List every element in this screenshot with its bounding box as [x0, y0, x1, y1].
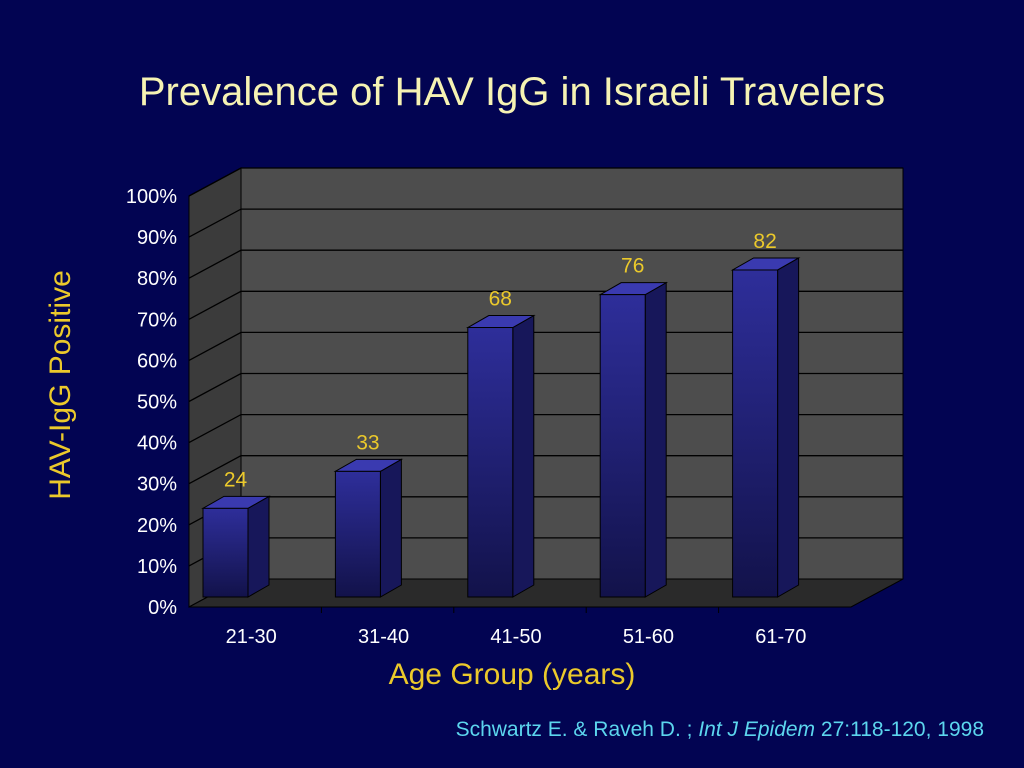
bar-side: [777, 257, 800, 598]
y-tick-label: 10%: [137, 556, 177, 578]
gridline: [188, 167, 903, 197]
y-tick-label: 0%: [148, 597, 177, 619]
x-tick-label: 61-70: [755, 626, 806, 648]
y-tick-label: 100%: [126, 186, 177, 208]
data-label: 24: [224, 468, 248, 491]
gridline: [188, 331, 903, 361]
y-tick-label: 40%: [137, 433, 177, 455]
bar-front: [467, 327, 514, 598]
x-tick-label: 31-40: [358, 626, 409, 648]
y-tick-label: 70%: [137, 309, 177, 331]
y-tick-label: 20%: [137, 515, 177, 537]
y-axis-ticks: 0% 10% 20% 30% 40% 50% 60% 70% 80% 90% 100%: [126, 186, 177, 619]
data-label: 76: [621, 255, 644, 278]
citation-authors: Schwartz E. & Raveh D. ;: [455, 718, 693, 741]
y-tick-label: 80%: [137, 268, 177, 290]
y-tick-label: 90%: [137, 227, 177, 249]
gridline: [188, 208, 903, 238]
bar-front: [599, 294, 646, 598]
slide-title: Prevalence of HAV IgG in Israeli Travele…: [138, 70, 886, 114]
bar-side: [379, 458, 402, 598]
gridline: [188, 290, 903, 320]
x-axis-ticks: 21-30 31-40 41-50 51-60 61-70: [226, 607, 806, 648]
bar: [730, 257, 801, 598]
bar-side: [644, 281, 667, 598]
bar-side: [512, 314, 535, 598]
bar: [333, 458, 404, 598]
y-axis-title: HAV-IgG Positive: [44, 270, 77, 500]
data-labels: 24 33 68 76 82: [224, 230, 777, 491]
x-tick-label: 41-50: [490, 626, 541, 648]
x-axis-title: Age Group (years): [389, 658, 636, 691]
bar-front: [732, 269, 779, 598]
bar: [465, 314, 536, 598]
x-tick-label: 21-30: [226, 626, 277, 648]
bar: [201, 495, 271, 598]
gridline: [188, 413, 903, 444]
chart-bars: [201, 257, 801, 598]
data-label: 82: [753, 230, 776, 253]
citation-journal: Int J Epidem: [698, 718, 816, 741]
data-label: 33: [356, 431, 379, 454]
bar-front: [202, 507, 249, 598]
citation-details: 27:118-120, 1998: [820, 718, 984, 741]
bar-front: [334, 470, 381, 598]
bar: [598, 281, 669, 598]
gridline: [188, 455, 903, 485]
data-label: 68: [489, 288, 512, 311]
x-tick-label: 51-60: [623, 626, 674, 648]
citation: Schwartz E. & Raveh D. ; Int J Epidem 27…: [456, 718, 984, 742]
y-tick-label: 50%: [137, 392, 177, 414]
gridline: [188, 249, 903, 279]
y-tick-label: 30%: [137, 474, 177, 496]
gridline: [188, 372, 903, 403]
y-tick-label: 60%: [137, 350, 177, 372]
bar-side: [247, 495, 270, 598]
